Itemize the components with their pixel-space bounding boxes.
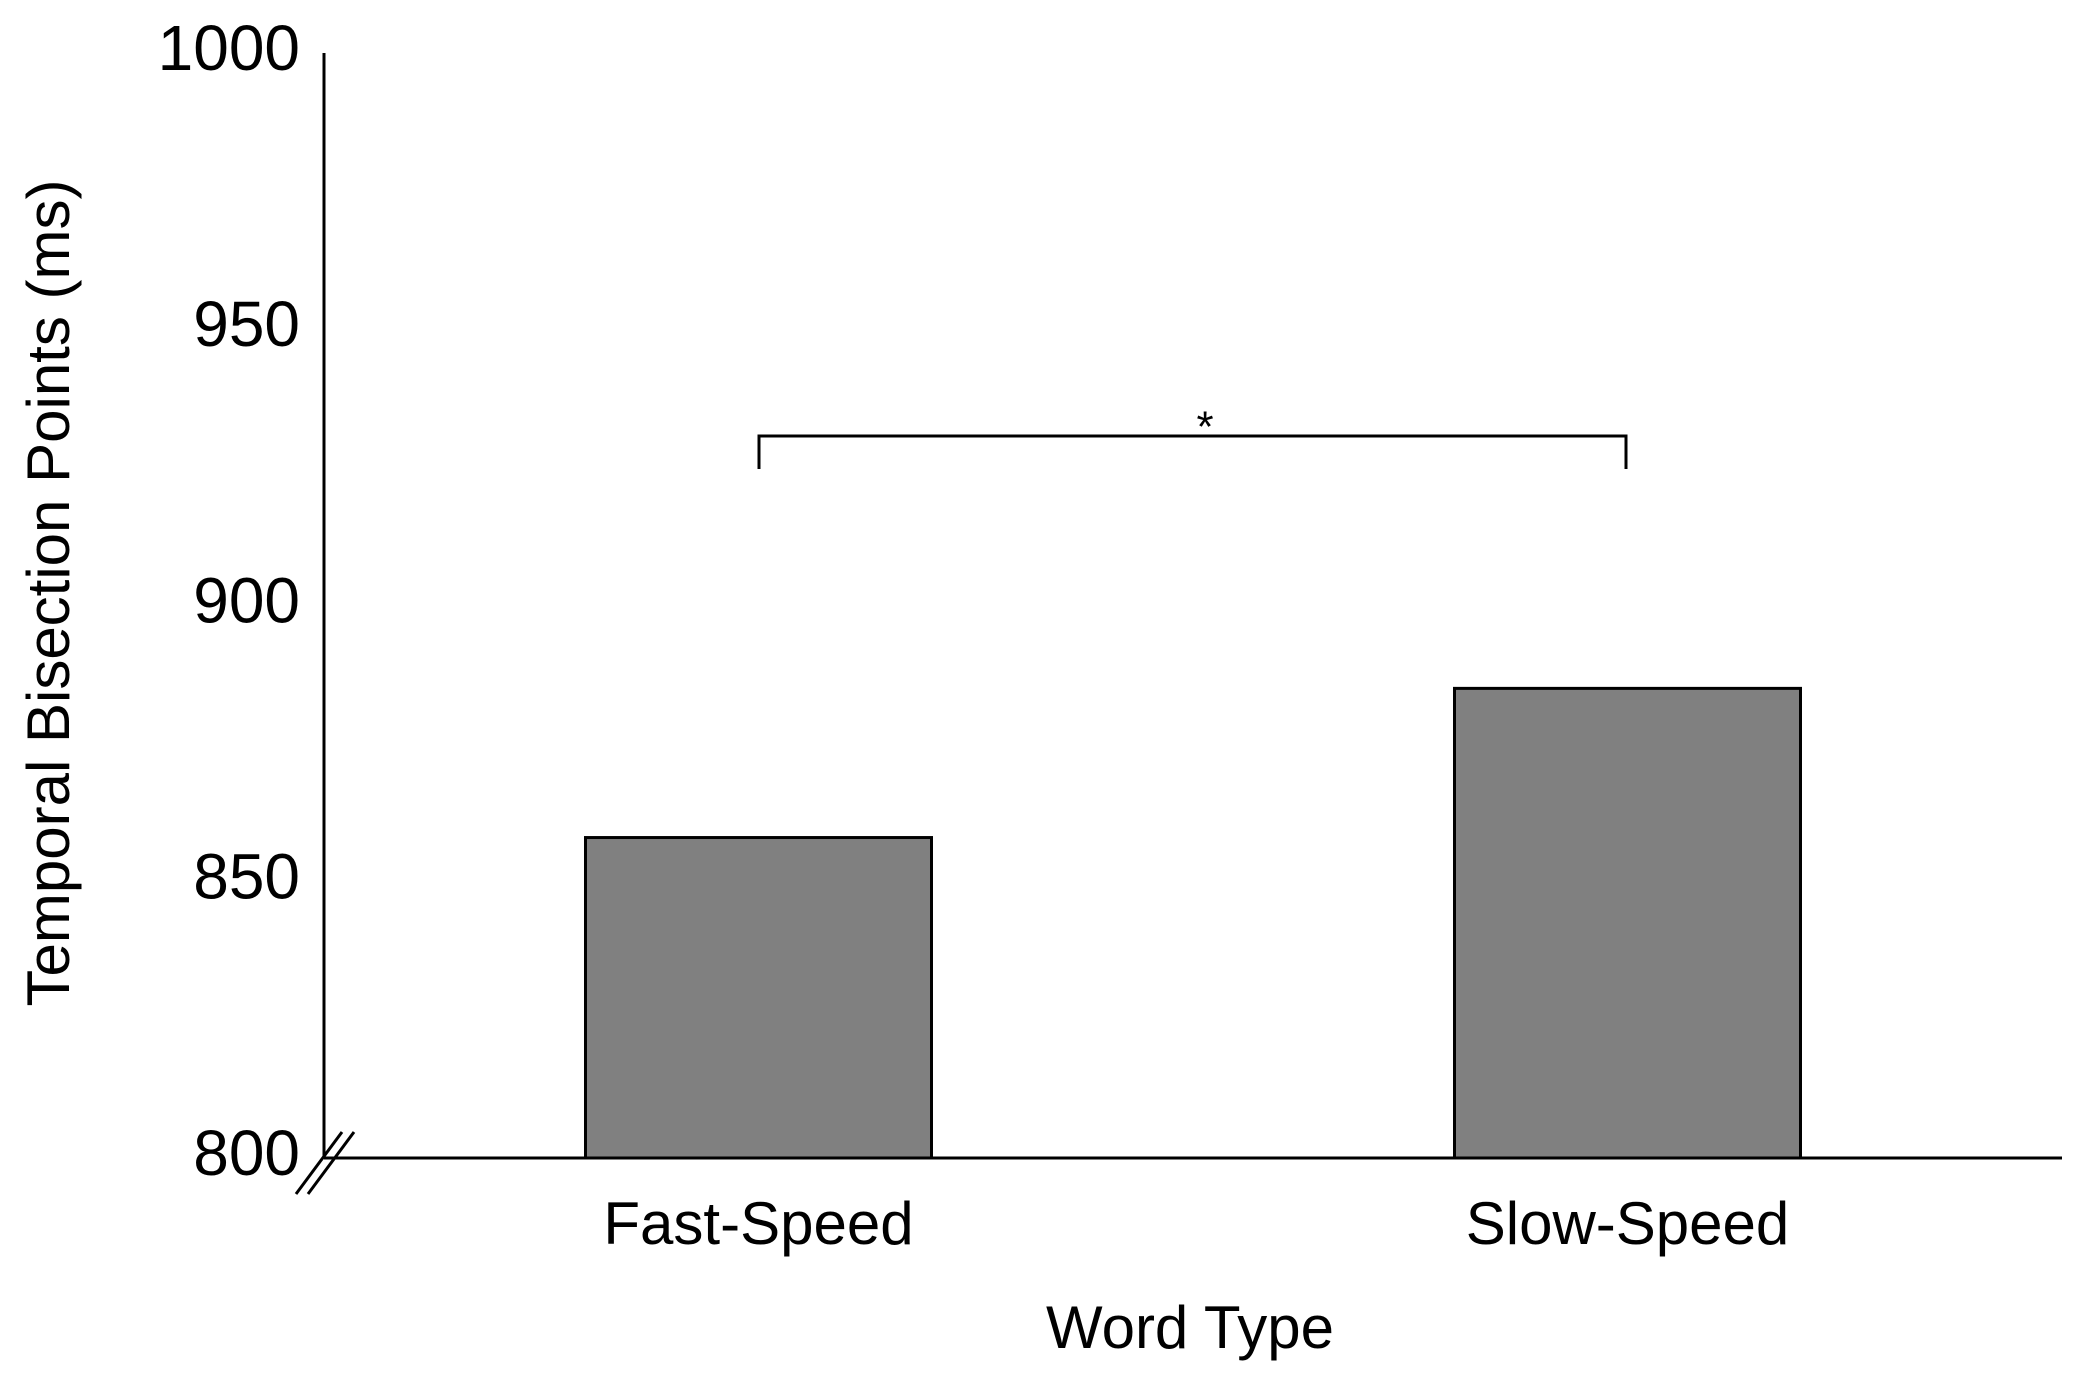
bar: [584, 836, 933, 1160]
x-axis-title: Word Type: [1046, 1294, 1334, 1361]
axis-break: [306, 1131, 356, 1195]
y-tick-label: 850: [193, 841, 300, 913]
axis-break: [294, 1131, 344, 1195]
y-tick-label: 900: [193, 564, 300, 636]
y-tick-label: 800: [193, 1117, 300, 1189]
significance-bracket: [757, 434, 1628, 469]
x-tick-label: Slow-Speed: [1466, 1190, 1790, 1257]
y-tick-label: 950: [193, 288, 300, 360]
x-tick-label: Fast-Speed: [603, 1190, 913, 1257]
y-axis-title: Temporal Bisection Points (ms): [15, 180, 82, 1007]
significance-marker: *: [1196, 403, 1213, 452]
bar: [1453, 686, 1802, 1160]
y-tick-label: 1000: [158, 12, 300, 84]
